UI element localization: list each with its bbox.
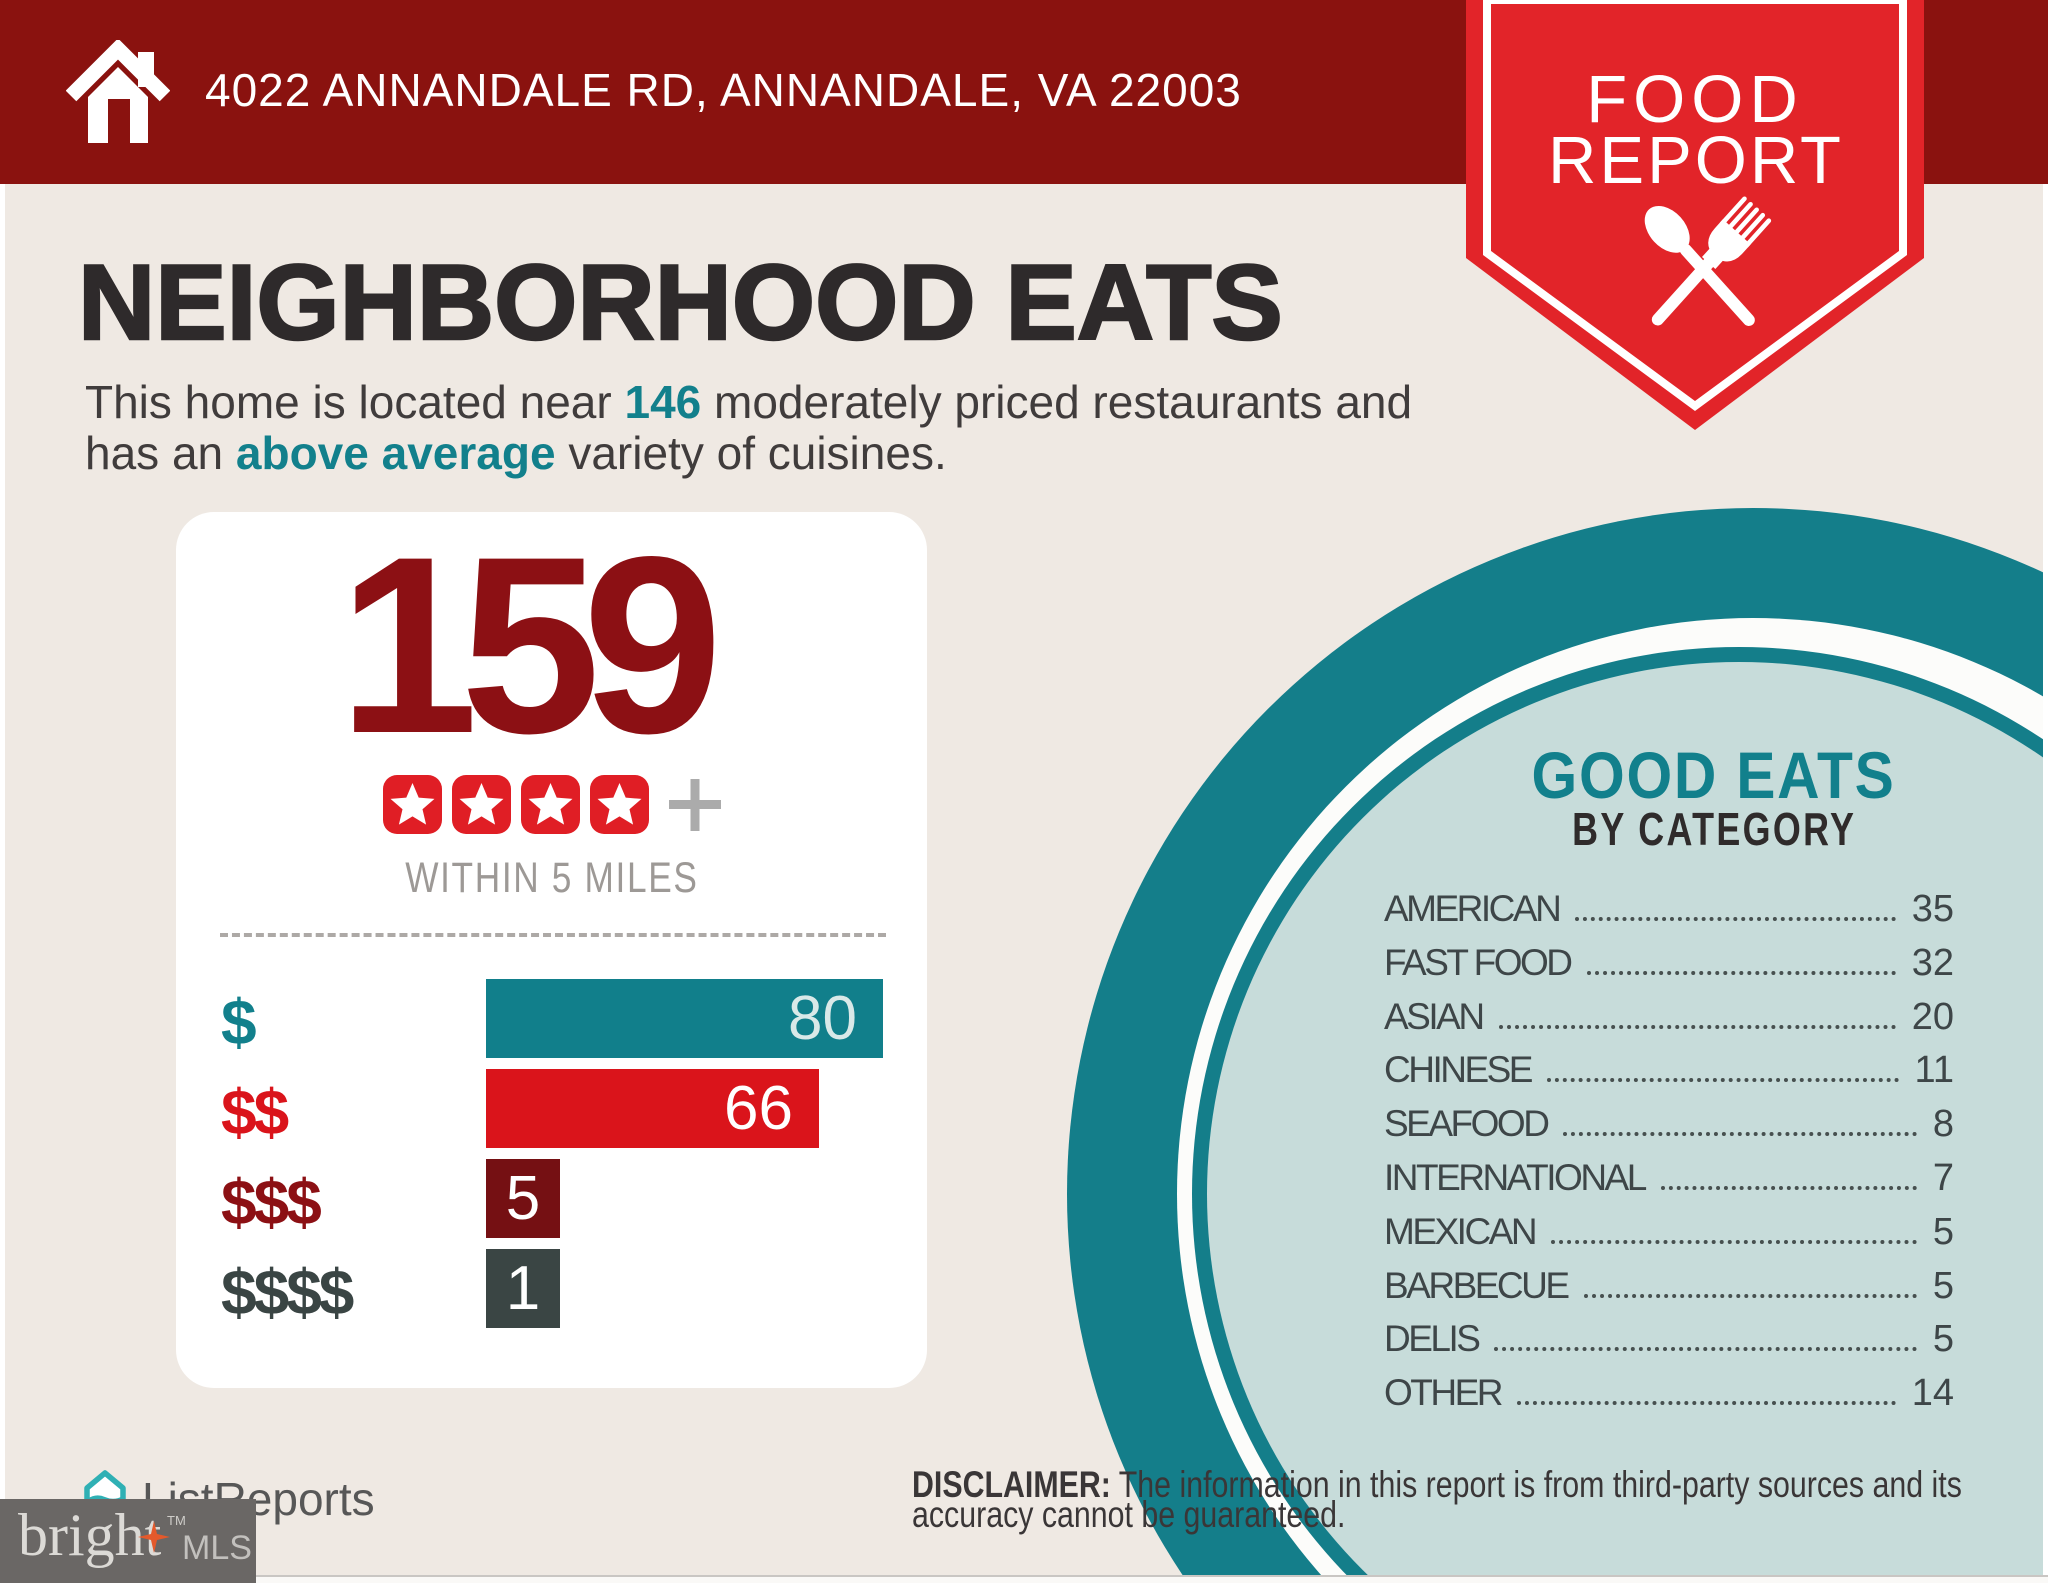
svg-text:FOOD: FOOD [1586,62,1804,137]
svg-text:REPORT: REPORT [1548,123,1844,198]
